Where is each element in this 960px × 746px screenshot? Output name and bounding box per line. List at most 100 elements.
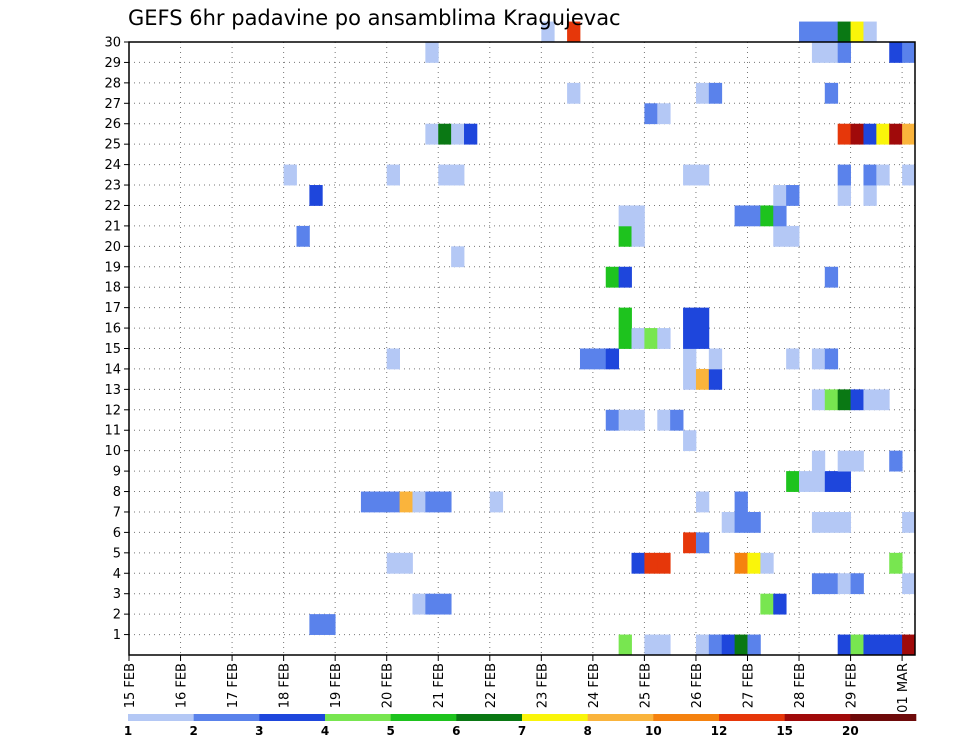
heat-cell: [837, 573, 851, 595]
heat-cell: [695, 532, 710, 554]
y-tick-label: 21: [104, 219, 121, 234]
heat-cell: [837, 634, 851, 656]
y-tick-label: 4: [113, 567, 121, 582]
heat-cell: [889, 634, 903, 656]
heat-cell: [618, 328, 632, 349]
heat-cell: [760, 593, 774, 615]
heat-cell: [322, 614, 336, 635]
heat-cell: [773, 225, 787, 247]
heat-cell: [708, 348, 723, 370]
heat-cell: [734, 552, 748, 574]
colorbar-swatch: [784, 714, 851, 721]
colorbar-label: 15: [776, 724, 793, 738]
colorbar-swatch: [259, 714, 326, 721]
x-tick-label: 23 FEB: [535, 663, 550, 708]
y-tick-label: 22: [104, 199, 121, 214]
heat-cell: [695, 634, 710, 656]
heat-cell: [309, 614, 323, 635]
heat-cell: [747, 511, 761, 533]
heat-cell: [683, 532, 697, 554]
colorbar-label: 6: [452, 724, 460, 738]
heat-cell: [876, 164, 890, 186]
heat-cell: [747, 634, 761, 656]
heat-cell: [618, 266, 632, 288]
y-tick-label: 9: [113, 465, 121, 480]
heat-cell: [811, 389, 826, 411]
colorbar-swatch: [719, 714, 785, 721]
heat-cell: [541, 21, 555, 43]
heat-cell: [850, 123, 864, 145]
x-tick-label: 24 FEB: [587, 663, 602, 708]
heat-cell: [773, 593, 787, 615]
colorbar-label: 5: [386, 724, 394, 738]
heat-cell: [708, 634, 723, 656]
heat-cell: [863, 185, 877, 206]
heat-cell: [425, 491, 439, 513]
heat-cell: [721, 634, 736, 656]
y-tick-label: 8: [113, 485, 121, 500]
heat-cell: [786, 348, 800, 370]
x-tick-label: 22 FEB: [484, 663, 499, 708]
x-tick-label: 18 FEB: [278, 663, 293, 708]
heat-cell: [618, 225, 632, 247]
y-tick-label: 19: [104, 260, 121, 275]
heat-cell: [786, 225, 800, 247]
heat-cell: [786, 185, 800, 206]
heat-cell: [747, 205, 761, 227]
heat-cell: [811, 573, 826, 595]
heat-cell: [438, 593, 452, 615]
heat-cell: [631, 328, 645, 349]
heat-cell: [489, 491, 504, 513]
heat-cell: [605, 409, 620, 431]
x-tick-label: 25 FEB: [638, 663, 653, 708]
heat-cell: [708, 368, 723, 390]
heat-cell: [695, 307, 710, 329]
heat-cell: [824, 389, 839, 411]
y-tick-label: 30: [104, 36, 121, 51]
heat-cell: [824, 82, 839, 104]
colorbar-label: 7: [518, 724, 526, 738]
colorbar-swatch: [456, 714, 523, 721]
heat-cell: [451, 246, 465, 268]
x-tick-label: 27 FEB: [741, 663, 756, 708]
y-tick-label: 28: [104, 76, 121, 91]
y-tick-label: 11: [104, 424, 121, 439]
heat-cell: [283, 164, 297, 186]
x-tick-label: 28 FEB: [793, 663, 808, 708]
colorbar-swatch: [193, 714, 260, 721]
heat-cell: [824, 348, 839, 370]
x-tick-label: 01 MAR: [896, 663, 911, 713]
heat-cell: [850, 450, 864, 472]
heat-cell: [876, 123, 890, 145]
heat-cell: [631, 409, 645, 431]
heat-cell: [644, 328, 658, 349]
colorbar-swatch: [522, 714, 588, 721]
colorbar-swatch: [653, 714, 720, 721]
heat-cell: [811, 42, 826, 63]
heat-cell: [695, 164, 710, 186]
heat-cell: [464, 123, 478, 145]
heat-cell: [837, 185, 851, 206]
heat-cell: [683, 164, 697, 186]
heat-cell: [863, 389, 877, 411]
heat-cell: [889, 123, 903, 145]
heat-cell: [837, 21, 851, 43]
heat-cell: [438, 123, 452, 145]
heat-cell: [631, 225, 645, 247]
heat-cell: [760, 552, 774, 574]
heat-cell: [734, 205, 748, 227]
heat-cell: [438, 164, 452, 186]
y-tick-label: 20: [104, 240, 121, 255]
heat-cell: [837, 450, 851, 472]
heat-cell: [850, 21, 864, 43]
y-tick-label: 10: [104, 444, 121, 459]
heat-cell: [386, 491, 400, 513]
y-tick-label: 17: [104, 301, 121, 316]
y-tick-label: 23: [104, 179, 121, 194]
heat-cell: [837, 123, 851, 145]
heat-cell: [657, 552, 671, 574]
heat-cell: [773, 185, 787, 206]
heat-cell: [734, 491, 748, 513]
heat-cell: [837, 471, 851, 492]
